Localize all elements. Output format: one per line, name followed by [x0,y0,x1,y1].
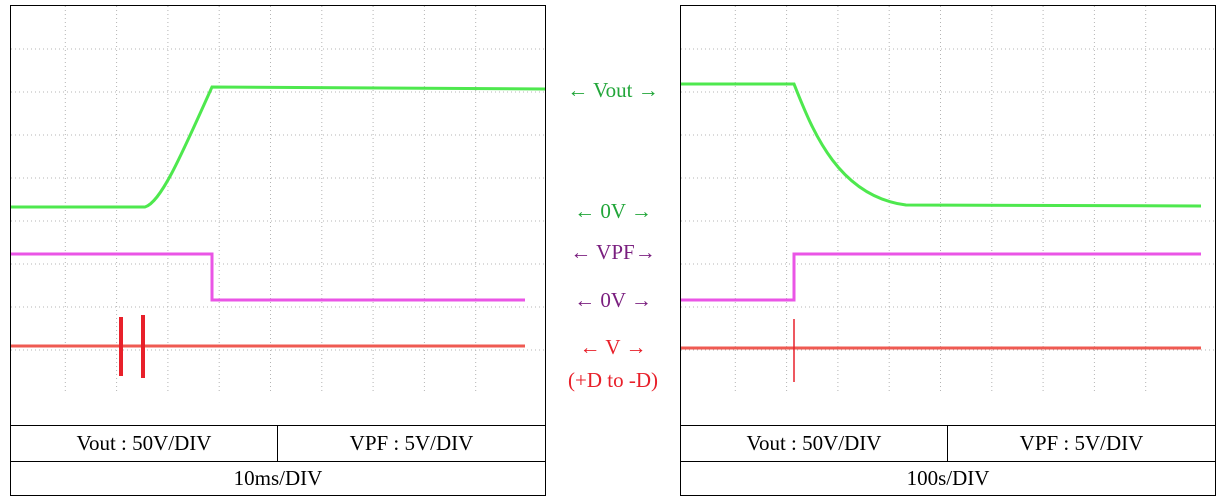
scope-screen-right [681,6,1215,392]
vpf-marker: ← VPF→ [570,240,656,264]
graticule [681,6,1215,392]
vpf-trace [681,252,1201,302]
vout-scale-label: Vout : 50V/DIV [11,425,278,461]
scope-panel-right: Vout : 50V/DIV VPF : 5V/DIV 100s/DIV [680,5,1216,496]
graticule [11,6,545,392]
time-scale-label: 10ms/DIV [11,461,545,495]
vout-marker: ← Vout → [567,78,659,102]
scope-screen-left [11,6,545,392]
vpf-trace [11,252,525,302]
vout-scale-label: Vout : 50V/DIV [681,425,948,461]
vout-trace [681,82,1202,208]
v-marker: ← V → [579,335,647,359]
scope-panel-left: Vout : 50V/DIV VPF : 5V/DIV 10ms/DIV [10,5,546,496]
vout-zero-marker: ← 0V → [574,199,652,223]
time-scale-label: 100s/DIV [681,461,1215,495]
vout-trace [11,85,545,209]
vpf-scale-label: VPF : 5V/DIV [278,425,545,461]
v-range-marker: (+D to -D) [568,368,658,392]
vpf-scale-label: VPF : 5V/DIV [948,425,1215,461]
vpf-zero-marker: ← 0V → [574,288,652,312]
